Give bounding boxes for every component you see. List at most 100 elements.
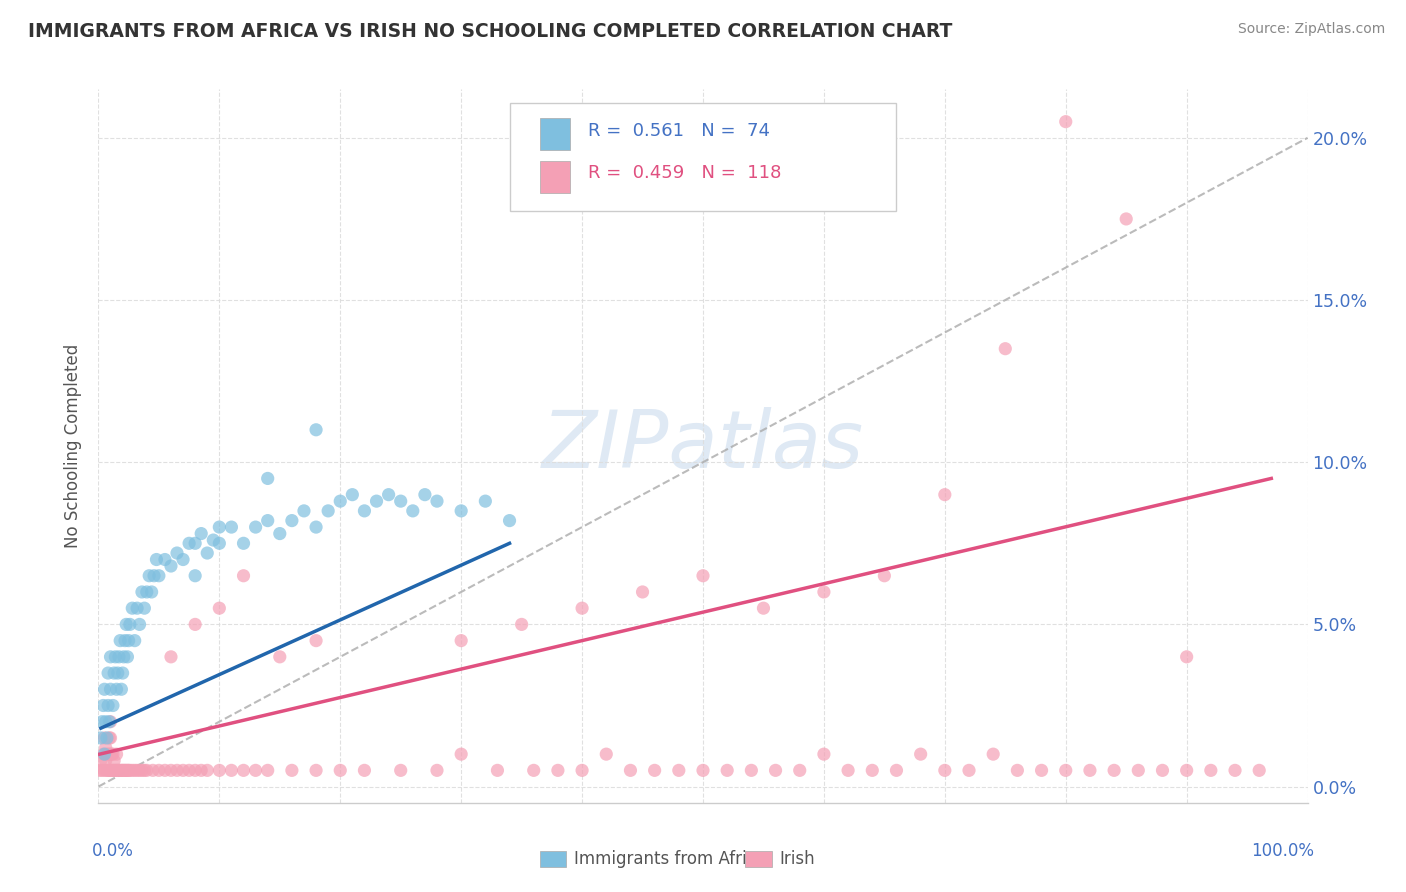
Point [1054,764,1077,778]
Point [245,764,267,778]
Point [98,714,121,729]
Point [547,764,569,778]
Text: 100.0%: 100.0% [1250,842,1313,860]
Point [1031,764,1053,778]
Point [114,764,136,778]
Point [752,601,775,615]
Point [166,764,188,778]
Point [353,504,375,518]
Point [96,731,118,745]
Point [740,764,762,778]
Point [571,601,593,615]
Point [523,764,546,778]
Point [90,754,112,768]
Point [160,649,183,664]
Point [114,633,136,648]
Point [107,764,129,778]
Point [184,568,207,582]
Point [813,747,835,761]
Point [450,747,472,761]
Point [118,617,141,632]
Point [179,536,201,550]
Point [105,682,128,697]
Point [110,682,132,697]
Point [143,568,166,582]
Point [91,714,114,729]
Point [100,764,122,778]
Text: Immigrants from Africa: Immigrants from Africa [574,850,765,868]
Point [1102,764,1125,778]
Point [118,764,141,778]
Point [103,666,125,681]
Point [644,764,666,778]
Point [1152,764,1174,778]
Point [118,633,141,648]
Point [124,764,146,778]
Point [716,764,738,778]
Point [179,764,201,778]
Text: 0.0%: 0.0% [93,842,134,860]
Point [94,740,117,755]
Point [450,633,472,648]
Point [100,682,122,697]
Point [692,764,714,778]
Point [426,494,449,508]
Point [232,568,254,582]
Point [510,617,533,632]
Point [1115,211,1137,226]
Point [115,617,138,632]
Point [97,666,120,681]
Point [142,764,165,778]
Point [195,764,218,778]
Point [981,747,1004,761]
Point [329,494,352,508]
FancyBboxPatch shape [509,103,897,211]
Point [135,764,157,778]
Point [957,764,980,778]
Point [389,494,412,508]
Point [91,747,114,761]
Point [108,649,131,664]
Point [184,764,207,778]
Point [124,633,146,648]
Point [353,764,375,778]
Point [1128,764,1150,778]
Point [1175,764,1198,778]
Point [1007,764,1029,778]
Point [128,617,150,632]
Point [108,764,131,778]
Point [208,764,231,778]
Text: R =  0.561   N =  74: R = 0.561 N = 74 [588,121,770,139]
Point [486,764,509,778]
Point [94,754,117,768]
Point [1249,764,1271,778]
Point [668,764,690,778]
Point [305,633,328,648]
Point [342,488,364,502]
Bar [745,851,772,867]
Point [1078,764,1101,778]
Point [202,533,225,547]
Point [195,546,218,560]
Point [104,649,127,664]
Point [148,568,170,582]
Point [160,764,183,778]
Point [100,649,122,664]
Point [145,552,167,566]
Point [256,514,278,528]
Point [100,764,122,778]
Point [208,520,231,534]
Point [426,764,449,778]
Point [692,568,714,582]
Point [305,764,328,778]
Point [886,764,908,778]
Point [112,764,135,778]
Point [100,747,122,761]
Point [402,504,425,518]
Point [1054,114,1077,128]
Point [1175,649,1198,664]
Bar [540,851,567,867]
Point [498,514,520,528]
Point [111,764,134,778]
Point [103,754,125,768]
